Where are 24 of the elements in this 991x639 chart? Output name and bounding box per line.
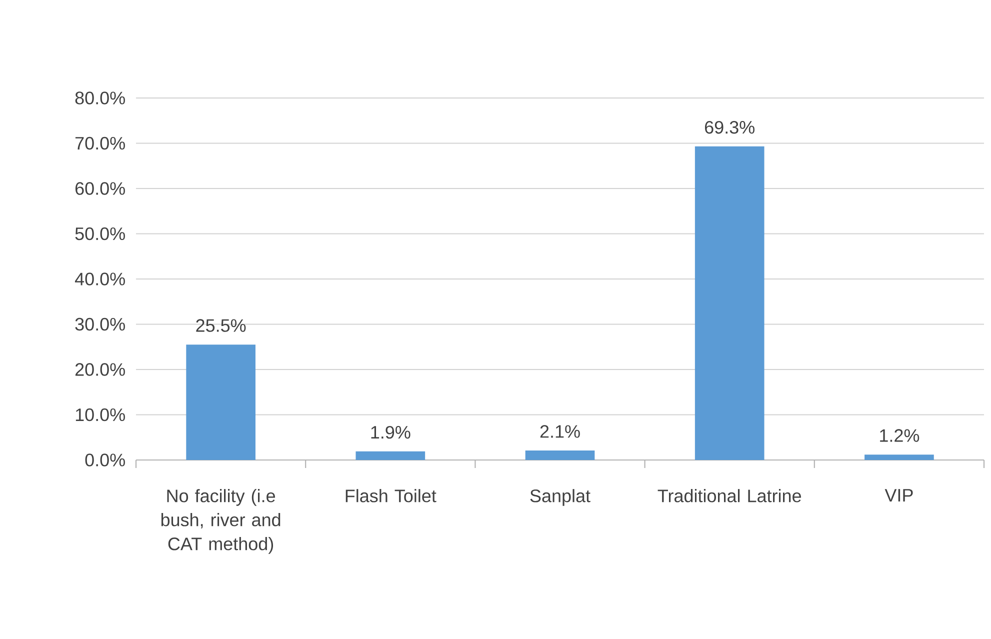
y-tick-label: 80.0%: [75, 92, 125, 104]
x-tick-label: Sanplat: [530, 489, 590, 506]
x-tick-label: Flash Toilet: [346, 489, 436, 502]
y-tick-label: 30.0%: [75, 318, 125, 331]
y-tick-label: 50.0%: [75, 227, 125, 240]
bar: [694, 146, 764, 460]
data-label: 25.5%: [196, 319, 246, 332]
bar: [186, 344, 256, 460]
y-tick-label: 60.0%: [75, 182, 125, 195]
y-tick-label: 20.0%: [75, 363, 125, 376]
x-tick-label: No facility (i.e bush, river and CAT method): [161, 489, 280, 554]
y-tick-label: 40.0%: [74, 272, 125, 286]
data-label: 69.3%: [705, 120, 754, 134]
y-tick-label: 70.0%: [75, 136, 125, 150]
data-label: 1.9%: [371, 426, 410, 439]
bar: [864, 454, 934, 460]
data-label: 1.2%: [880, 429, 920, 442]
x-tick-label: VIP: [884, 489, 913, 502]
y-tick-label: 10.0%: [76, 408, 125, 422]
y-tick-label: 0.0%: [85, 454, 125, 466]
x-tick-label: Traditional Latrine: [658, 489, 801, 502]
bar: [356, 451, 426, 460]
data-label: 2.1%: [540, 425, 580, 438]
bar: [525, 450, 595, 460]
